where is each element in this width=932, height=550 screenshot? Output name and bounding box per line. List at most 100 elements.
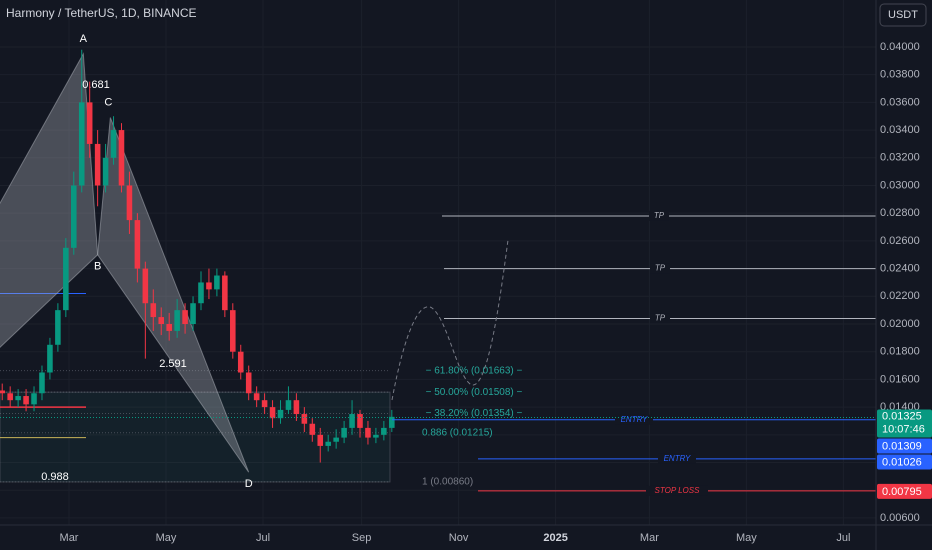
level-label: TP [654, 211, 665, 220]
x-tick-label: Nov [449, 532, 469, 544]
x-tick-label: Jul [256, 532, 270, 544]
fib-zone [0, 391, 391, 483]
candle-body [230, 310, 236, 352]
candle-body [102, 157, 109, 186]
y-tick-label: 0.02000 [880, 318, 920, 330]
fib-label: − 61.80% (0.01663) − [426, 365, 523, 376]
candle-body [78, 102, 85, 186]
y-tick-label: 0.03800 [880, 69, 920, 81]
candle-body [110, 130, 117, 158]
currency-label: USDT [888, 9, 918, 21]
candle-body [166, 324, 172, 331]
candle-body [381, 427, 387, 435]
candle-body [39, 372, 45, 394]
candle-body [333, 437, 339, 442]
candle-body [237, 351, 244, 373]
level-label: TP [655, 314, 666, 323]
fib-label: 1 (0.00860) [422, 477, 473, 488]
candle-body [94, 143, 101, 186]
candle-body [285, 400, 292, 410]
x-tick-label: Jul [836, 532, 850, 544]
pattern-label: A [80, 33, 88, 45]
candle-body [158, 317, 165, 325]
level-label-bg [658, 453, 696, 464]
fib-label: 0.886 (0.01215) [422, 427, 493, 438]
candle-body [23, 396, 29, 405]
price-badge-label: 0.00795 [882, 486, 922, 498]
candle-body [317, 434, 324, 446]
x-tick-label: Mar [60, 532, 79, 544]
level-label: ENTRY [664, 454, 691, 463]
pattern-leg [97, 117, 250, 473]
fib-label: − 38.20% (0.01354) − [426, 408, 523, 419]
candle-body [55, 310, 61, 345]
candle-body [325, 441, 331, 446]
y-tick-label: 0.03400 [880, 124, 920, 136]
ratio-label: 0.681 [82, 79, 110, 91]
level-label: STOP LOSS [655, 486, 701, 495]
x-tick-label: May [156, 532, 177, 544]
price-badge [877, 454, 932, 470]
candle-body [70, 185, 77, 248]
x-tick-label: Sep [352, 532, 372, 544]
y-tick-label: 0.00600 [880, 512, 920, 524]
candle-body [15, 396, 21, 401]
price-badge [877, 483, 932, 499]
candle-body [293, 400, 300, 415]
candle-body [373, 434, 379, 438]
y-tick-label: 0.02600 [880, 235, 920, 247]
projection-path [391, 239, 509, 401]
y-tick-label: 0.01600 [880, 373, 920, 385]
price-badge-label: 0.01309 [882, 440, 922, 452]
y-tick-label: 0.03200 [880, 152, 920, 164]
price-badge-label: 0.01325 [882, 410, 922, 422]
candle-body [253, 393, 260, 401]
level-label: ENTRY [621, 415, 648, 424]
y-tick-label: 0.03600 [880, 96, 920, 108]
candle-body [389, 416, 395, 428]
candle-body [190, 303, 196, 325]
candle-body [214, 275, 220, 290]
price-badge-label: 0.01026 [882, 456, 922, 468]
level-label-bg [646, 485, 708, 496]
candle-body [134, 220, 141, 269]
candle-body [47, 344, 53, 373]
candle-body [341, 427, 347, 438]
pattern-label: C [104, 97, 112, 109]
y-tick-label: 0.02200 [880, 290, 920, 302]
countdown: 10:07:46 [882, 423, 925, 435]
price-badge [877, 409, 932, 438]
price-badge [877, 438, 932, 454]
plot-area: − 61.80% (0.01663) − − 50.00% (0.01508) −… [0, 32, 876, 496]
pattern-label: D [245, 478, 253, 490]
ratio-label: 0.988 [41, 471, 69, 483]
currency-button[interactable] [879, 3, 927, 27]
candle-body [150, 303, 157, 318]
candle-body [63, 247, 69, 311]
candle-body [269, 407, 276, 419]
symbol-title: Harmony / TetherUS, 1D, BINANCE [6, 6, 197, 20]
level-label-bg [615, 414, 653, 425]
candle-body [86, 102, 93, 144]
y-tick-label: 0.04000 [880, 41, 920, 53]
candle-body [118, 130, 125, 186]
ratio-label: 2.591 [159, 358, 187, 370]
candle-body [174, 310, 180, 331]
fib-label: − 50.00% (0.01508) − [426, 387, 523, 398]
candle-body [126, 185, 133, 221]
candle-body [0, 390, 6, 394]
candle-body [31, 393, 37, 405]
level-label-bg [650, 263, 670, 274]
candle-body [206, 282, 212, 290]
candle-body [301, 414, 308, 424]
candle-body [198, 282, 204, 304]
y-tick-label: 0.02400 [880, 263, 920, 275]
candle-body [142, 268, 149, 304]
candle-body [277, 409, 284, 419]
x-tick-label: 2025 [543, 532, 567, 544]
y-tick-label: 0.02800 [880, 207, 920, 219]
x-tick-label: Mar [640, 532, 659, 544]
level-label-bg [650, 313, 670, 324]
candle-body [245, 372, 252, 394]
